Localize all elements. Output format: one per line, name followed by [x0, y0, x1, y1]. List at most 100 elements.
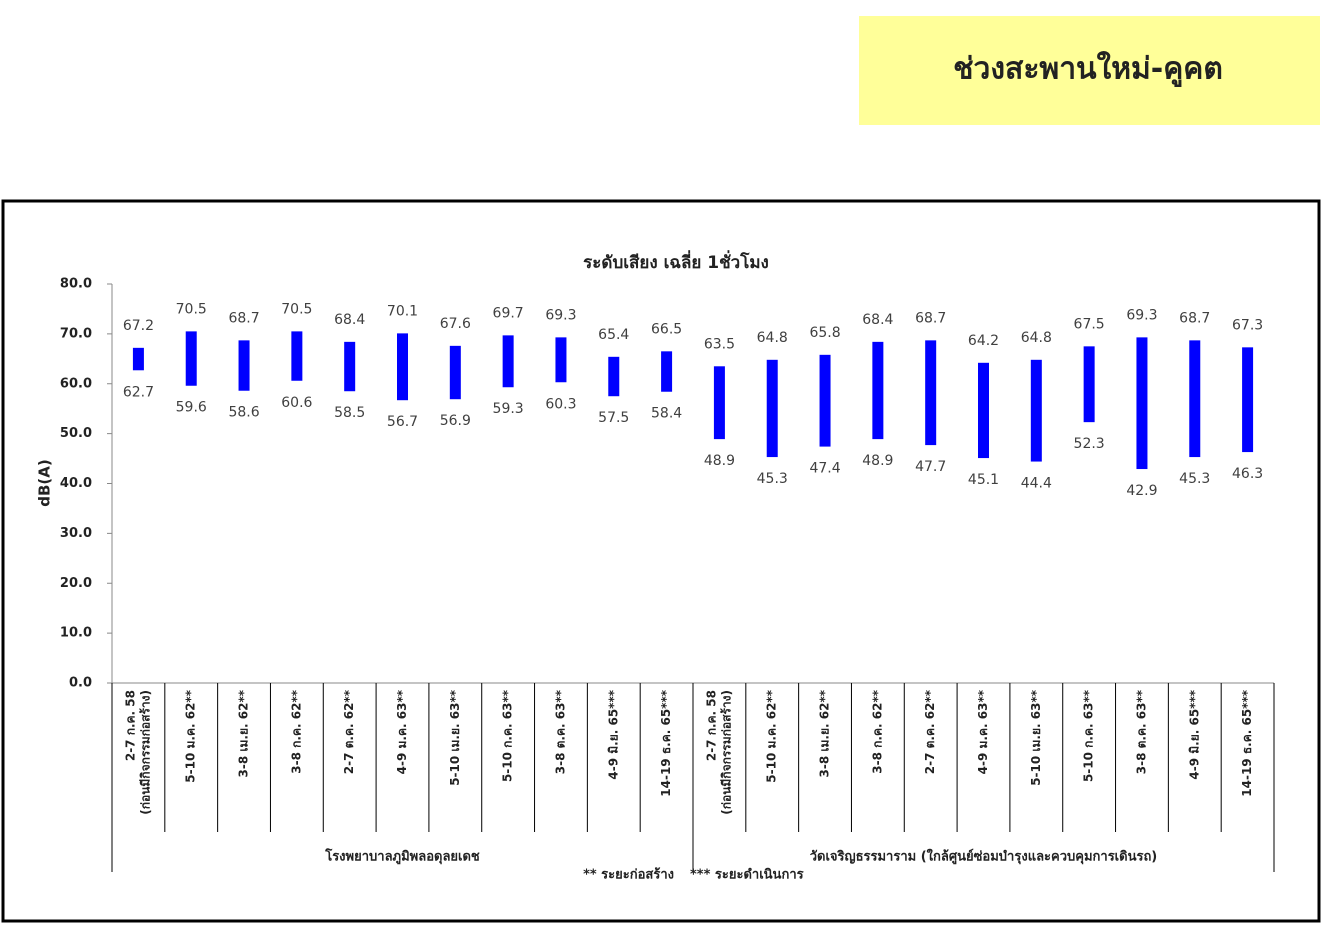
low-label: 47.4 [809, 461, 840, 477]
high-label: 67.2 [123, 318, 154, 334]
x-tick-label: 5-10 เม.ย. 63** [1029, 689, 1043, 786]
x-tick-label: (ก่อนมีกิจกรรมก่อสร้าง) [719, 690, 733, 815]
range-bar [1189, 340, 1201, 458]
low-label: 58.6 [228, 405, 259, 421]
y-tick-label: 70.0 [60, 326, 92, 341]
range-bar [608, 356, 620, 397]
low-label: 56.7 [387, 414, 418, 430]
low-label: 48.9 [862, 453, 893, 469]
x-tick-label: 3-8 ต.ค. 63** [553, 689, 567, 774]
x-tick-label: 4-9 มิ.ย. 65*** [606, 689, 620, 779]
low-label: 59.3 [493, 401, 524, 417]
x-tick-label: 2-7 ต.ค. 62** [923, 689, 937, 774]
low-label: 62.7 [123, 384, 154, 400]
high-label: 70.5 [176, 301, 207, 317]
x-tick-label: 5-10 ก.ค. 63** [501, 689, 515, 782]
high-label: 68.4 [334, 312, 365, 328]
range-bar [713, 366, 725, 440]
low-label: 46.3 [1232, 466, 1263, 482]
x-tick-label: 5-10 ก.ค. 63** [1082, 689, 1096, 782]
high-label: 70.5 [281, 301, 312, 317]
x-tick-label: (ก่อนมีกิจกรรมก่อสร้าง) [138, 690, 152, 815]
range-bar [555, 337, 567, 383]
y-tick-label: 60.0 [60, 376, 92, 391]
x-tick-label: 4-9 มิ.ย. 65*** [1187, 689, 1201, 779]
high-label: 69.7 [493, 305, 524, 321]
y-tick-label: 30.0 [60, 526, 92, 541]
range-bar [978, 362, 989, 459]
high-label: 64.8 [757, 330, 788, 346]
high-label: 67.6 [440, 316, 471, 332]
x-tick-label: 5-10 เม.ย. 63** [448, 689, 462, 786]
low-label: 45.3 [757, 471, 788, 487]
range-bar [185, 331, 197, 386]
y-tick-label: 80.0 [60, 277, 92, 292]
high-label: 67.3 [1232, 317, 1263, 333]
low-label: 45.1 [968, 472, 999, 488]
high-label: 66.5 [651, 321, 682, 337]
low-label: 58.5 [334, 405, 365, 421]
x-tick-label: 3-8 ก.ค. 62** [870, 689, 884, 773]
high-label: 65.8 [809, 325, 840, 341]
range-bar [925, 340, 937, 446]
x-tick-label: 4-9 ม.ค. 63** [395, 689, 409, 774]
range-bar [291, 331, 303, 381]
x-tick-label: 14-19 ธ.ค. 65*** [659, 689, 673, 796]
high-label: 68.7 [228, 310, 259, 326]
note: *** ระยะดำเนินการ [690, 867, 804, 883]
y-tick-label: 50.0 [60, 426, 92, 441]
y-tick-label: 40.0 [60, 476, 92, 491]
range-bar [397, 333, 408, 401]
low-label: 57.5 [598, 410, 629, 426]
high-label: 70.1 [387, 303, 418, 319]
low-label: 52.3 [1074, 436, 1105, 452]
high-label: 69.3 [545, 307, 576, 323]
high-label: 68.7 [915, 310, 946, 326]
y-axis-label: dB(A) [36, 459, 54, 507]
x-tick-label: 2-7 ก.ค. 58 [704, 690, 718, 761]
chart-title: ระดับเสียง เฉลี่ย 1ชั่วโมง [583, 250, 769, 273]
range-bar [872, 341, 884, 440]
range-bar [1030, 359, 1042, 462]
header-title: ช่วงสะพานใหม่-คูคต [953, 51, 1223, 88]
low-label: 44.4 [1021, 476, 1052, 492]
x-tick-label: 14-19 ธ.ค. 65*** [1240, 689, 1254, 796]
x-tick-label: 2-7 ก.ค. 58 [123, 690, 137, 761]
low-label: 45.3 [1179, 471, 1210, 487]
high-label: 68.4 [862, 312, 893, 328]
range-bar [132, 347, 144, 371]
header-box [859, 16, 1320, 125]
note: ** ระยะก่อสร้าง [583, 867, 674, 883]
low-label: 48.9 [704, 453, 735, 469]
x-tick-label: 2-7 ต.ค. 62** [342, 689, 356, 774]
range-bar [1083, 346, 1095, 423]
low-label: 60.6 [281, 395, 312, 411]
range-bar [819, 354, 831, 447]
range-bar [1136, 337, 1148, 470]
range-bar [238, 340, 250, 391]
low-label: 56.9 [440, 413, 471, 429]
range-bar [766, 359, 778, 458]
high-label: 67.5 [1074, 316, 1105, 332]
range-bar [449, 345, 461, 400]
low-label: 58.4 [651, 406, 682, 422]
x-tick-label: 3-8 เม.ย. 62** [237, 689, 251, 777]
high-label: 64.8 [1021, 330, 1052, 346]
y-tick-label: 0.0 [69, 676, 92, 691]
low-label: 59.6 [176, 400, 207, 416]
y-tick-label: 10.0 [60, 626, 92, 641]
x-tick-label: 5-10 ม.ค. 62** [765, 689, 779, 782]
x-tick-label: 3-8 ก.ค. 62** [289, 689, 303, 773]
high-label: 65.4 [598, 327, 629, 343]
low-label: 42.9 [1126, 483, 1157, 499]
x-tick-label: 3-8 เม.ย. 62** [818, 689, 832, 777]
high-label: 69.3 [1126, 307, 1157, 323]
range-bar [661, 351, 673, 392]
range-bar [344, 341, 356, 392]
range-bar [1242, 347, 1254, 453]
range-bar [502, 335, 514, 388]
group-label: โรงพยาบาลภูมิพลอดุลยเดช [324, 848, 480, 865]
low-label: 47.7 [915, 459, 946, 475]
